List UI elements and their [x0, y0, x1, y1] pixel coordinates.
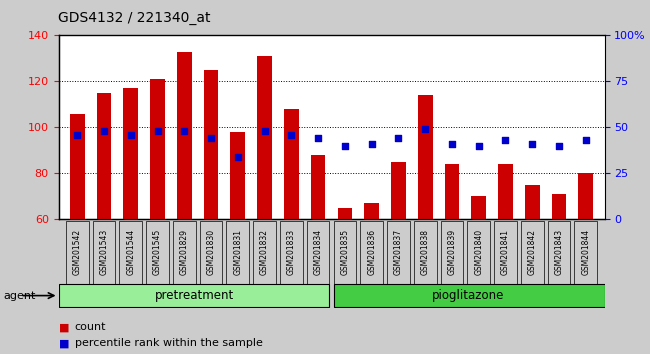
Bar	[257, 56, 272, 219]
Text: GDS4132 / 221340_at: GDS4132 / 221340_at	[58, 11, 211, 25]
Bar	[337, 208, 352, 219]
Text: GSM201838: GSM201838	[421, 229, 430, 275]
FancyBboxPatch shape	[280, 221, 303, 284]
Text: GSM201831: GSM201831	[233, 229, 242, 275]
FancyBboxPatch shape	[360, 221, 383, 284]
Bar	[97, 93, 111, 219]
Text: GSM201832: GSM201832	[260, 229, 269, 275]
Bar	[471, 196, 486, 219]
Point	[340, 143, 350, 149]
Bar	[231, 132, 245, 219]
Text: GSM201835: GSM201835	[341, 229, 350, 275]
Text: GSM201840: GSM201840	[474, 229, 483, 275]
Text: GSM201544: GSM201544	[126, 229, 135, 275]
Bar	[364, 203, 379, 219]
FancyBboxPatch shape	[494, 221, 517, 284]
Point	[286, 132, 296, 138]
Point	[179, 128, 190, 134]
Text: GSM201839: GSM201839	[447, 229, 456, 275]
FancyBboxPatch shape	[226, 221, 249, 284]
Point	[580, 137, 591, 143]
Point	[313, 136, 323, 141]
Bar	[150, 79, 165, 219]
Text: GSM201842: GSM201842	[528, 229, 537, 275]
Point	[152, 128, 162, 134]
Text: GSM201836: GSM201836	[367, 229, 376, 275]
Text: GSM201833: GSM201833	[287, 229, 296, 275]
FancyBboxPatch shape	[254, 221, 276, 284]
Bar	[203, 70, 218, 219]
FancyBboxPatch shape	[146, 221, 169, 284]
Text: GSM201844: GSM201844	[581, 229, 590, 275]
Bar	[70, 114, 84, 219]
Point	[206, 136, 216, 141]
Text: agent: agent	[3, 291, 36, 301]
Text: pretreatment: pretreatment	[155, 289, 235, 302]
Text: GSM201542: GSM201542	[73, 229, 82, 275]
Point	[420, 126, 430, 132]
FancyBboxPatch shape	[120, 221, 142, 284]
Text: ■: ■	[58, 338, 69, 348]
Point	[473, 143, 484, 149]
FancyBboxPatch shape	[333, 221, 356, 284]
Bar	[445, 164, 460, 219]
Point	[99, 128, 109, 134]
FancyBboxPatch shape	[307, 221, 330, 284]
Bar	[177, 51, 192, 219]
Point	[72, 132, 83, 138]
Text: count: count	[75, 322, 106, 332]
Point	[447, 141, 457, 147]
Bar	[124, 88, 138, 219]
Text: GSM201830: GSM201830	[207, 229, 216, 275]
Point	[233, 154, 243, 160]
Text: GSM201829: GSM201829	[180, 229, 188, 275]
Bar	[311, 155, 326, 219]
Text: GSM201545: GSM201545	[153, 229, 162, 275]
Text: percentile rank within the sample: percentile rank within the sample	[75, 338, 263, 348]
FancyBboxPatch shape	[414, 221, 437, 284]
FancyBboxPatch shape	[92, 221, 116, 284]
FancyBboxPatch shape	[575, 221, 597, 284]
FancyBboxPatch shape	[334, 285, 604, 307]
FancyBboxPatch shape	[200, 221, 222, 284]
FancyBboxPatch shape	[58, 285, 329, 307]
Text: GSM201837: GSM201837	[394, 229, 403, 275]
FancyBboxPatch shape	[521, 221, 543, 284]
Point	[125, 132, 136, 138]
Text: ■: ■	[58, 322, 69, 332]
Point	[500, 137, 511, 143]
Text: GSM201834: GSM201834	[313, 229, 322, 275]
FancyBboxPatch shape	[387, 221, 410, 284]
FancyBboxPatch shape	[66, 221, 88, 284]
Bar	[498, 164, 513, 219]
Point	[393, 136, 404, 141]
FancyBboxPatch shape	[441, 221, 463, 284]
Point	[554, 143, 564, 149]
Bar	[578, 173, 593, 219]
FancyBboxPatch shape	[467, 221, 490, 284]
Point	[367, 141, 377, 147]
Text: GSM201843: GSM201843	[554, 229, 564, 275]
Bar	[418, 95, 432, 219]
Text: GSM201543: GSM201543	[99, 229, 109, 275]
Bar	[552, 194, 566, 219]
Bar	[391, 162, 406, 219]
Bar	[525, 185, 540, 219]
FancyBboxPatch shape	[547, 221, 571, 284]
FancyBboxPatch shape	[173, 221, 196, 284]
Bar	[284, 109, 299, 219]
Point	[527, 141, 538, 147]
Text: pioglitazone: pioglitazone	[432, 289, 504, 302]
Text: GSM201841: GSM201841	[501, 229, 510, 275]
Point	[259, 128, 270, 134]
